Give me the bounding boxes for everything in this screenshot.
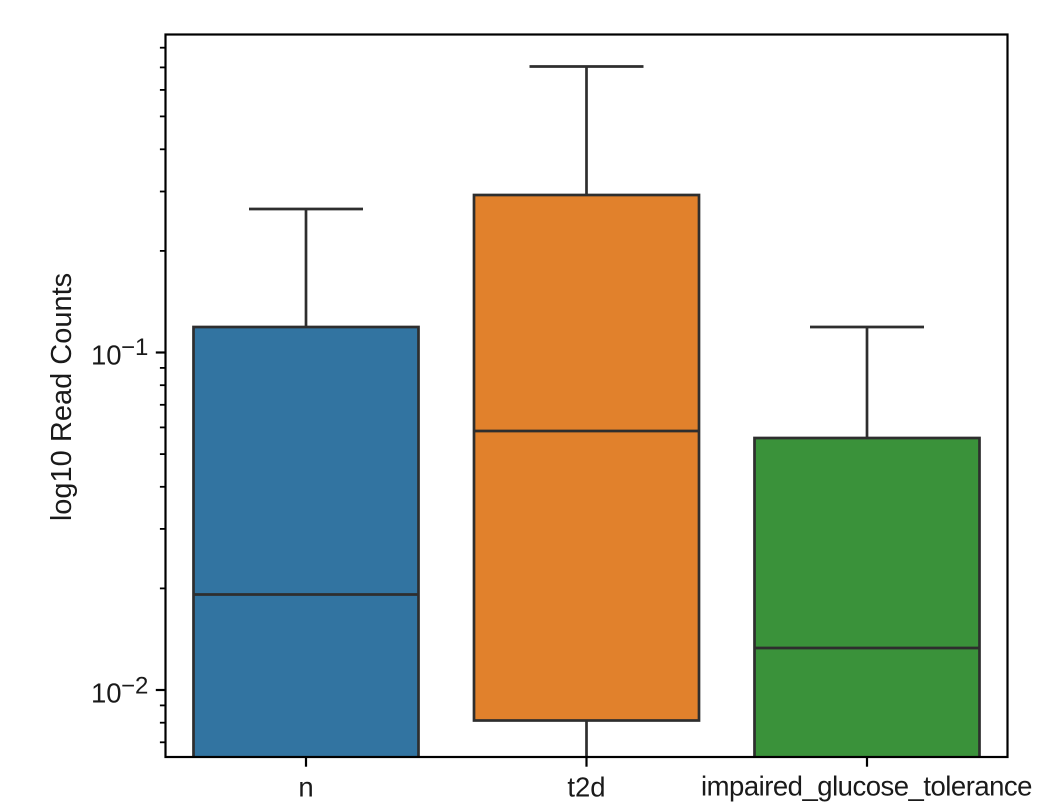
svg-text:10: 10 [91,340,122,371]
svg-text:impaired_glucose_tolerance: impaired_glucose_tolerance [701,771,1032,802]
svg-text:t2d: t2d [567,772,605,803]
svg-text:n: n [298,772,313,803]
svg-text:−1: −1 [121,334,148,361]
svg-text:log10 Read Counts: log10 Read Counts [46,273,78,521]
svg-text:10: 10 [91,678,122,709]
svg-text:−2: −2 [121,673,148,700]
